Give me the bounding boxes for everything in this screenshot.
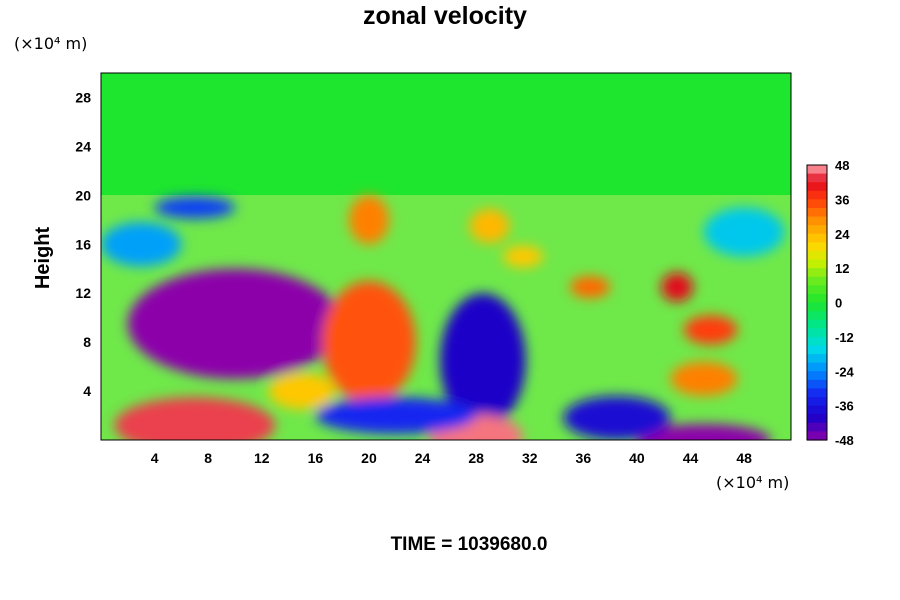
colorbar-band <box>807 328 827 338</box>
colorbar-band <box>807 422 827 433</box>
x-tick-label: 32 <box>522 450 538 466</box>
velocity-region <box>636 424 771 440</box>
x-tick-label: 20 <box>361 450 377 466</box>
colorbar-border <box>806 164 828 441</box>
time-label: TIME = 1039680.0 <box>391 534 548 555</box>
velocity-region <box>315 397 477 434</box>
colorbar: 48 36 24 12 0 -12 -24 -36 -48 <box>806 158 855 448</box>
colorbar-band <box>807 233 827 243</box>
x-unit-label: (×10⁴ m) <box>716 473 789 492</box>
colorbar-band <box>807 319 827 329</box>
colorbar-band <box>807 207 827 218</box>
colorbar-band <box>807 345 827 355</box>
velocity-region <box>661 272 694 302</box>
velocity-region <box>114 397 276 440</box>
x-tick-label: 12 <box>254 450 270 466</box>
velocity-region <box>322 280 416 404</box>
y-tick-label: 16 <box>75 236 91 252</box>
colorbar-band <box>807 190 827 200</box>
x-tick-label: 48 <box>736 450 752 466</box>
colorbar-band <box>807 165 827 175</box>
x-tick-label: 36 <box>576 450 592 466</box>
x-tick-label: 24 <box>415 450 431 466</box>
colorbar-band <box>807 388 827 398</box>
x-tick-label: 16 <box>308 450 324 466</box>
velocity-region <box>703 207 785 257</box>
x-axis-ticks: 4 8 12 16 20 24 28 32 36 40 44 48 <box>151 450 752 466</box>
colorbar-band <box>807 259 827 269</box>
colorbar-band <box>807 431 827 441</box>
x-tick-label: 8 <box>204 450 212 466</box>
x-tick-label: 28 <box>468 450 484 466</box>
velocity-region <box>268 372 336 410</box>
colorbar-band <box>807 216 827 226</box>
colorbar-band <box>807 414 827 424</box>
colorbar-band <box>807 268 827 278</box>
colorbar-tick-label: 48 <box>835 158 849 173</box>
velocity-region <box>469 208 510 244</box>
y-tick-label: 24 <box>75 138 91 154</box>
colorbar-band <box>807 302 827 312</box>
colorbar-band <box>807 311 827 321</box>
colorbar-tick-label: 0 <box>835 296 842 311</box>
colorbar-band <box>807 285 827 295</box>
velocity-region <box>683 315 738 345</box>
colorbar-band <box>807 250 827 261</box>
colorbar-band <box>807 362 827 372</box>
colorbar-band <box>807 336 827 347</box>
colorbar-tick-label: 12 <box>835 261 849 276</box>
colorbar-band <box>807 354 827 364</box>
velocity-region <box>670 361 738 396</box>
y-tick-label: 20 <box>75 187 91 203</box>
plot-border <box>100 72 792 441</box>
chart-title: zonal velocity <box>363 2 527 30</box>
velocity-region <box>101 222 182 267</box>
colorbar-tick-label: -48 <box>835 433 854 448</box>
colorbar-band <box>807 371 827 381</box>
velocity-region <box>563 395 671 440</box>
y-tick-label: 12 <box>75 285 91 301</box>
velocity-region <box>502 245 544 268</box>
plot-area <box>100 72 792 441</box>
colorbar-band <box>807 293 827 304</box>
colorbar-band <box>807 242 827 252</box>
colorbar-tick-label: 24 <box>835 227 850 242</box>
colorbar-tick-label: -36 <box>835 399 854 414</box>
colorbar-tick-label: -24 <box>835 364 855 379</box>
velocity-region <box>439 293 526 428</box>
colorbar-band <box>807 225 827 235</box>
velocity-region <box>348 195 390 245</box>
y-axis-ticks: 4 8 12 16 20 24 28 <box>75 89 91 399</box>
y-tick-label: 4 <box>83 383 91 399</box>
colorbar-tick-label: 36 <box>835 192 849 207</box>
colorbar-band <box>807 199 827 209</box>
x-tick-label: 44 <box>683 450 699 466</box>
y-tick-label: 8 <box>83 334 91 350</box>
colorbar-band <box>807 173 827 183</box>
colorbar-band <box>807 276 827 286</box>
colorbar-band <box>807 182 827 192</box>
x-tick-label: 40 <box>629 450 645 466</box>
colorbar-band <box>807 405 827 415</box>
velocity-region <box>141 309 262 363</box>
y-tick-label: 28 <box>75 89 91 105</box>
x-tick-label: 4 <box>151 450 159 466</box>
y-unit-label: (×10⁴ m) <box>14 34 87 53</box>
colorbar-band <box>807 397 827 407</box>
velocity-region <box>154 196 235 219</box>
colorbar-band <box>807 379 827 390</box>
y-axis-label: Height <box>32 227 54 290</box>
velocity-region <box>569 276 611 299</box>
colorbar-tick-label: -12 <box>835 330 854 345</box>
